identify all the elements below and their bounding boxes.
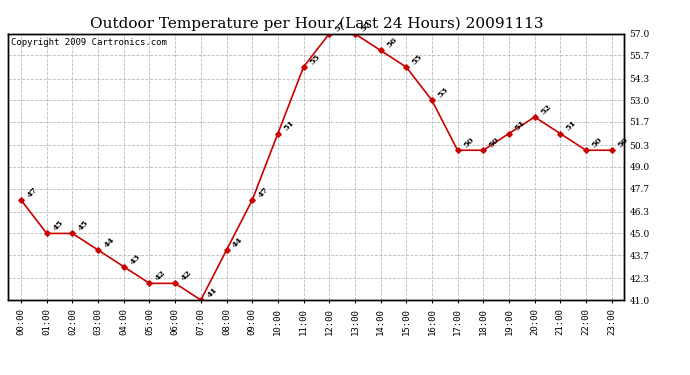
Text: 50: 50 bbox=[590, 136, 604, 150]
Text: 43: 43 bbox=[128, 252, 142, 266]
Text: 55: 55 bbox=[411, 53, 424, 66]
Text: 53: 53 bbox=[436, 86, 450, 99]
Text: 50: 50 bbox=[487, 136, 501, 150]
Text: 47: 47 bbox=[26, 185, 39, 200]
Text: 45: 45 bbox=[77, 219, 90, 232]
Text: 45: 45 bbox=[51, 219, 65, 232]
Text: 42: 42 bbox=[179, 269, 193, 283]
Text: 42: 42 bbox=[154, 269, 168, 283]
Text: 57: 57 bbox=[333, 19, 347, 33]
Text: 55: 55 bbox=[308, 53, 322, 66]
Text: 52: 52 bbox=[539, 102, 553, 116]
Text: 57: 57 bbox=[359, 19, 373, 33]
Title: Outdoor Temperature per Hour (Last 24 Hours) 20091113: Outdoor Temperature per Hour (Last 24 Ho… bbox=[90, 17, 543, 31]
Text: 51: 51 bbox=[564, 119, 578, 133]
Text: 44: 44 bbox=[102, 236, 117, 249]
Text: 56: 56 bbox=[385, 36, 399, 50]
Text: 50: 50 bbox=[615, 136, 629, 150]
Text: Copyright 2009 Cartronics.com: Copyright 2009 Cartronics.com bbox=[11, 38, 167, 47]
Text: 51: 51 bbox=[282, 119, 296, 133]
Text: 51: 51 bbox=[513, 119, 527, 133]
Text: 47: 47 bbox=[257, 185, 270, 200]
Text: 50: 50 bbox=[462, 136, 475, 150]
Text: 44: 44 bbox=[230, 236, 245, 249]
Text: 41: 41 bbox=[205, 285, 219, 299]
